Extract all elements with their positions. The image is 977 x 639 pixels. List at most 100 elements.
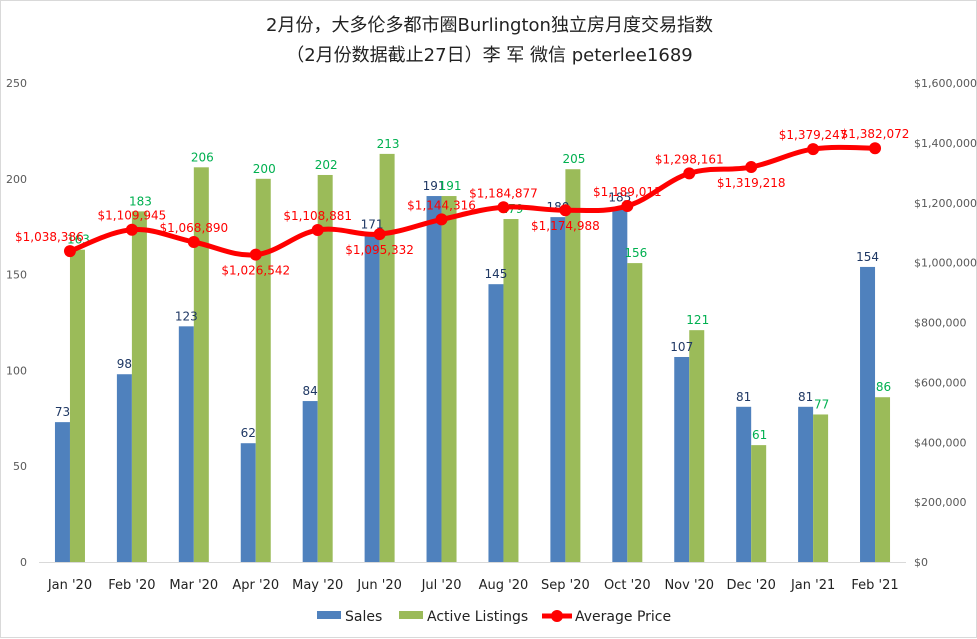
sales-bar bbox=[426, 196, 442, 562]
sales-bar bbox=[550, 217, 566, 562]
x-tick-label: Aug '20 bbox=[479, 578, 529, 593]
average-price-data-label: $1,382,072 bbox=[841, 127, 910, 141]
y-right-tick-label: $800,000 bbox=[914, 317, 967, 330]
average-price-point bbox=[745, 161, 758, 174]
sales-bar bbox=[736, 406, 752, 562]
sales-data-label: 154 bbox=[856, 250, 879, 264]
bars bbox=[54, 153, 891, 563]
x-tick-label: May '20 bbox=[292, 578, 343, 593]
sales-data-label: 62 bbox=[241, 426, 256, 440]
sales-data-label: 107 bbox=[670, 340, 693, 354]
listings-bar bbox=[813, 414, 829, 562]
listings-data-label: 61 bbox=[752, 428, 767, 442]
listings-bar bbox=[379, 153, 395, 562]
x-tick-label: Jan '20 bbox=[47, 578, 92, 593]
y-right-tick-label: $1,600,000 bbox=[914, 77, 977, 90]
average-price-point bbox=[621, 200, 634, 213]
average-price-point bbox=[683, 167, 696, 180]
sales-bar bbox=[798, 406, 814, 562]
legend: Sales Active Listings Average Price bbox=[317, 609, 671, 625]
listings-data-label: 205 bbox=[562, 152, 585, 166]
x-tick-label: Jun '20 bbox=[356, 578, 402, 593]
legend-swatch-sales bbox=[317, 611, 341, 619]
listings-data-label: 86 bbox=[876, 380, 891, 394]
sales-bar bbox=[364, 234, 380, 562]
listings-data-label: 156 bbox=[624, 246, 647, 260]
listings-data-label: 121 bbox=[686, 313, 709, 327]
listings-bar bbox=[875, 397, 891, 562]
average-price-point bbox=[249, 248, 262, 261]
y-right-tick-label: $1,200,000 bbox=[914, 197, 977, 210]
legend-swatch-listings bbox=[399, 611, 423, 619]
sales-data-label: 73 bbox=[55, 405, 70, 419]
sales-bar bbox=[116, 374, 132, 562]
average-price-point bbox=[311, 224, 324, 237]
y-right-tick-label: $0 bbox=[914, 556, 928, 569]
sales-bar bbox=[302, 401, 318, 562]
average-price-data-label: $1,319,218 bbox=[717, 176, 786, 190]
average-price-data-label: $1,379,247 bbox=[779, 128, 848, 142]
x-tick-label: Jul '20 bbox=[421, 578, 462, 593]
x-tick-label: Dec '20 bbox=[726, 578, 775, 593]
listings-bar bbox=[441, 196, 457, 562]
sales-data-label: 81 bbox=[798, 390, 813, 404]
listings-bar bbox=[689, 330, 705, 562]
y-left-tick-label: 50 bbox=[13, 460, 27, 473]
x-tick-label: Nov '20 bbox=[664, 578, 714, 593]
listings-data-label: 206 bbox=[191, 150, 214, 164]
average-price-data-label: $1,038,386 bbox=[15, 230, 84, 244]
sales-bar bbox=[178, 326, 194, 562]
x-tick-label: Sep '20 bbox=[541, 578, 590, 593]
listings-data-label: 77 bbox=[814, 397, 829, 411]
sales-bar bbox=[488, 284, 504, 562]
x-tick-label: Mar '20 bbox=[169, 578, 218, 593]
listings-bar bbox=[503, 219, 519, 562]
listings-data-label: 213 bbox=[377, 137, 400, 151]
x-tick-label: Oct '20 bbox=[604, 578, 651, 593]
average-price-data-label: $1,189,011 bbox=[593, 185, 662, 199]
average-price-point bbox=[63, 245, 76, 258]
listings-data-label: 191 bbox=[439, 179, 462, 193]
average-price-point bbox=[125, 223, 138, 236]
legend-marker-price bbox=[551, 610, 563, 622]
average-price-data-label: $1,109,945 bbox=[98, 209, 167, 223]
sales-bar bbox=[860, 266, 876, 562]
y-left-tick-label: 250 bbox=[6, 77, 27, 90]
listings-data-label: 200 bbox=[253, 162, 276, 176]
x-tick-label: Apr '20 bbox=[232, 578, 279, 593]
average-price-data-label: $1,184,877 bbox=[469, 186, 538, 200]
sales-bar bbox=[240, 443, 256, 562]
y-right-tick-label: $1,000,000 bbox=[914, 257, 977, 270]
y-right-tick-label: $200,000 bbox=[914, 496, 967, 509]
x-tick-label: Feb '21 bbox=[851, 578, 898, 593]
average-price-data-label: $1,108,881 bbox=[283, 209, 352, 223]
legend-label-price: Average Price bbox=[575, 609, 671, 625]
listings-bar bbox=[131, 211, 147, 562]
x-tick-label: Jan '21 bbox=[790, 578, 835, 593]
average-price-data-label: $1,026,542 bbox=[221, 264, 290, 278]
sales-bar bbox=[674, 356, 690, 562]
y-left-tick-label: 100 bbox=[6, 364, 27, 377]
average-price-data-label: $1,068,890 bbox=[159, 221, 228, 235]
y-right-tick-label: $400,000 bbox=[914, 436, 967, 449]
average-price-data-label: $1,174,988 bbox=[531, 219, 600, 233]
price-line bbox=[63, 142, 882, 261]
average-price-point bbox=[187, 236, 200, 249]
x-tick-label: Feb '20 bbox=[108, 578, 155, 593]
listings-bar bbox=[317, 174, 333, 562]
average-price-data-label: $1,144,316 bbox=[407, 198, 476, 212]
average-price-point bbox=[497, 201, 510, 214]
average-price-point bbox=[435, 213, 448, 226]
y-left-tick-label: 150 bbox=[6, 269, 27, 282]
listings-bar bbox=[627, 263, 643, 562]
chart-title: 2月份，大多伦多都市圈Burlington独立房月度交易指数 bbox=[266, 15, 713, 36]
listings-bar bbox=[193, 167, 209, 562]
y-left-tick-label: 200 bbox=[6, 173, 27, 186]
listings-data-label: 202 bbox=[315, 158, 338, 172]
average-price-data-label: $1,298,161 bbox=[655, 152, 724, 166]
price-labels: $1,038,386 $1,109,945$1,068,890 $1,026,542… bbox=[15, 127, 909, 277]
y-left-tick-label: 0 bbox=[20, 556, 27, 569]
average-price-point bbox=[559, 204, 572, 217]
